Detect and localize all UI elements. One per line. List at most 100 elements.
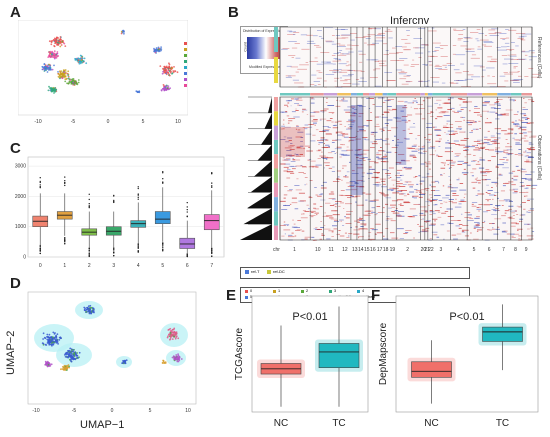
observation-cell — [475, 195, 479, 196]
reference-cell — [478, 33, 484, 34]
outlier-point — [113, 252, 115, 254]
observation-cell — [391, 206, 396, 208]
observation-cell — [351, 173, 359, 174]
observation-cell — [481, 179, 487, 181]
observation-cell — [334, 121, 339, 123]
observation-cell — [426, 123, 433, 124]
reference-cell — [314, 85, 317, 86]
observation-cell — [480, 172, 488, 174]
observation-cell — [445, 201, 448, 203]
observation-cell — [518, 154, 524, 156]
panel-label-b: B — [228, 4, 239, 21]
umap-point — [42, 342, 45, 345]
observation-cell — [446, 208, 453, 210]
observation-cell — [415, 190, 422, 192]
reference-cell — [491, 58, 497, 60]
x-tick: 5 — [149, 408, 152, 414]
observation-cell — [377, 158, 384, 160]
observation-cell — [351, 170, 355, 172]
observation-cell — [506, 159, 509, 161]
observation-cell — [514, 125, 518, 127]
observation-cell — [405, 168, 412, 170]
observation-cell — [374, 135, 376, 137]
observation-cell — [445, 133, 451, 135]
observation-cell — [405, 232, 409, 233]
observation-cell — [288, 234, 293, 236]
observation-cell — [477, 140, 479, 142]
observation-cell — [488, 149, 495, 151]
observation-cell — [382, 183, 386, 185]
observation-cell — [459, 99, 466, 100]
observation-cell — [344, 126, 346, 127]
reference-cell — [418, 81, 428, 82]
observation-cell — [494, 128, 502, 130]
chromosome-label: 14 — [357, 247, 364, 253]
observation-cell — [400, 205, 404, 206]
observation-cell — [397, 190, 403, 191]
observation-cell — [517, 228, 523, 230]
umap-point — [123, 31, 125, 33]
observation-cell — [310, 140, 316, 142]
umap-point — [86, 307, 89, 309]
umap-point — [72, 349, 75, 351]
observation-cell — [423, 144, 425, 146]
observation-cell — [359, 106, 366, 107]
panel-label-a: A — [10, 4, 21, 21]
observation-cell — [321, 151, 323, 153]
reference-cell — [358, 53, 366, 55]
observation-cell — [353, 109, 358, 110]
observation-cell — [395, 163, 398, 165]
reference-cell — [471, 54, 477, 56]
observation-cell — [440, 174, 443, 176]
chr-label: chr — [273, 247, 280, 253]
umap-point — [58, 39, 61, 41]
observation-cell — [454, 121, 462, 122]
observation-cell — [296, 154, 299, 155]
reference-cell — [332, 60, 339, 62]
observation-cell — [458, 224, 463, 225]
umap-point — [61, 75, 64, 78]
observation-cell — [494, 208, 499, 209]
reference-cell — [321, 61, 331, 63]
observation-cell — [391, 147, 398, 148]
x-tick: 3 — [112, 263, 115, 269]
observation-cell — [298, 172, 304, 173]
reference-cell — [290, 66, 298, 68]
observation-cell — [517, 230, 519, 231]
observation-cell — [334, 206, 337, 208]
reference-cell — [510, 80, 520, 81]
reference-cell — [531, 52, 535, 54]
reference-cell — [483, 42, 494, 43]
observation-cell — [405, 230, 412, 231]
legend-label: 0 — [250, 289, 253, 293]
reference-cell — [439, 45, 448, 46]
observation-cell — [281, 209, 288, 210]
chromosome-strip — [510, 93, 522, 96]
observation-cell — [383, 111, 389, 113]
observation-cell — [339, 219, 344, 221]
observation-cell — [315, 227, 318, 229]
observation-cell — [478, 120, 481, 122]
observation-cell — [383, 150, 386, 152]
chromosome-strip — [497, 93, 511, 96]
umap-point — [169, 331, 172, 334]
observation-cell — [394, 188, 396, 190]
observation-cell — [290, 161, 296, 162]
reference-group-bar — [274, 27, 278, 52]
observation-cell — [504, 152, 509, 154]
observation-cell — [333, 221, 340, 222]
observation-cell — [476, 179, 481, 181]
observation-cell — [292, 158, 294, 159]
observation-cell — [353, 112, 356, 113]
observation-cell — [477, 223, 480, 225]
panel-label-d: D — [10, 275, 21, 292]
observation-cell — [290, 173, 295, 174]
observation-cell — [444, 164, 446, 166]
observation-cell — [356, 157, 359, 158]
observation-cell — [460, 109, 464, 110]
box-body — [318, 343, 360, 369]
outlier-point — [64, 180, 66, 182]
observation-cell — [340, 202, 344, 204]
observation-cell — [425, 221, 427, 223]
observation-cell — [387, 99, 395, 100]
